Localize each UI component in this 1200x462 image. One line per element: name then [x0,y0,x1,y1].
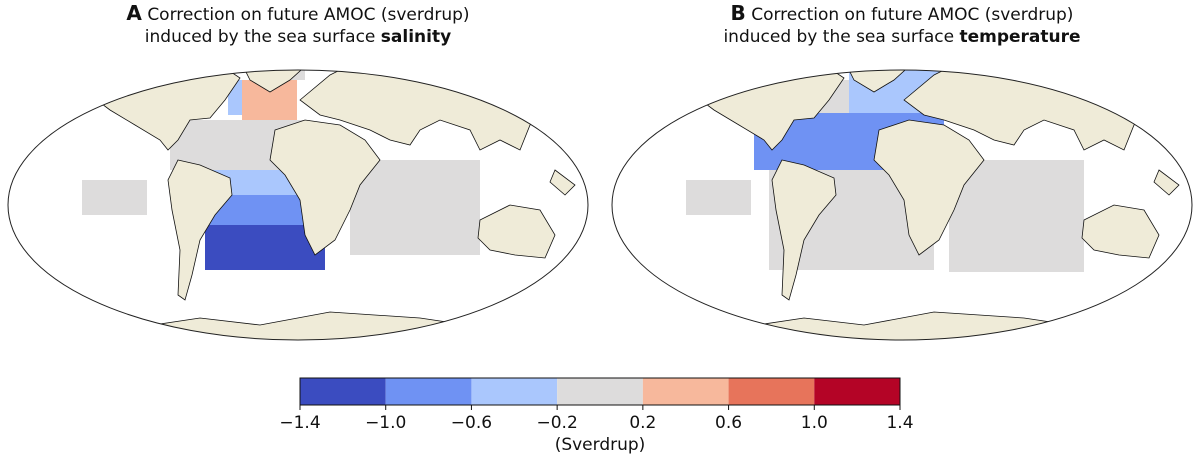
map-border [611,69,1193,341]
colorbar-segment [385,378,472,405]
title-emphasis: temperature [959,27,1080,47]
panel-title: B Correction on future AMOC (sverdrup) [731,1,1074,25]
colorbar-tick-label: −0.6 [451,413,492,433]
region [686,180,751,215]
title-line: Correction on future AMOC (sverdrup) [751,5,1073,25]
colorbar-frame [299,377,901,406]
colorbar-tick-label: 1.0 [801,413,828,433]
colorbar-tick-label: −0.2 [537,413,578,433]
colorbar-segment [814,378,900,405]
panel-letter: B [731,1,746,25]
colorbar-segment [471,378,558,405]
colorbar-segment [557,378,643,405]
panel-title: induced by the sea surface salinity [145,27,451,47]
title-emphasis: salinity [381,27,451,47]
panel-title: induced by the sea surface temperature [723,27,1080,47]
region [350,160,480,255]
colorbar-label: (Sverdrup) [555,435,646,455]
map-border [7,69,589,341]
region [82,180,147,215]
colorbar-tick-label: 0.6 [715,413,742,433]
panel-title: A Correction on future AMOC (sverdrup) [126,1,469,25]
panel-letter: A [126,1,142,25]
region [949,160,1084,272]
colorbar-segment [300,378,386,405]
title-line: induced by the sea surface [723,27,954,47]
title-line: induced by the sea surface [145,27,376,47]
colorbar-segment [642,378,729,405]
colorbar-tick-label: −1.4 [279,413,320,433]
colorbar-segment [728,378,815,405]
colorbar-tick-label: 1.4 [886,413,913,433]
colorbar-tick-label: −1.0 [365,413,406,433]
title-line: Correction on future AMOC (sverdrup) [147,5,469,25]
map-panel [8,70,588,340]
map-panel [612,70,1192,340]
colorbar-tick-label: 0.2 [629,413,656,433]
